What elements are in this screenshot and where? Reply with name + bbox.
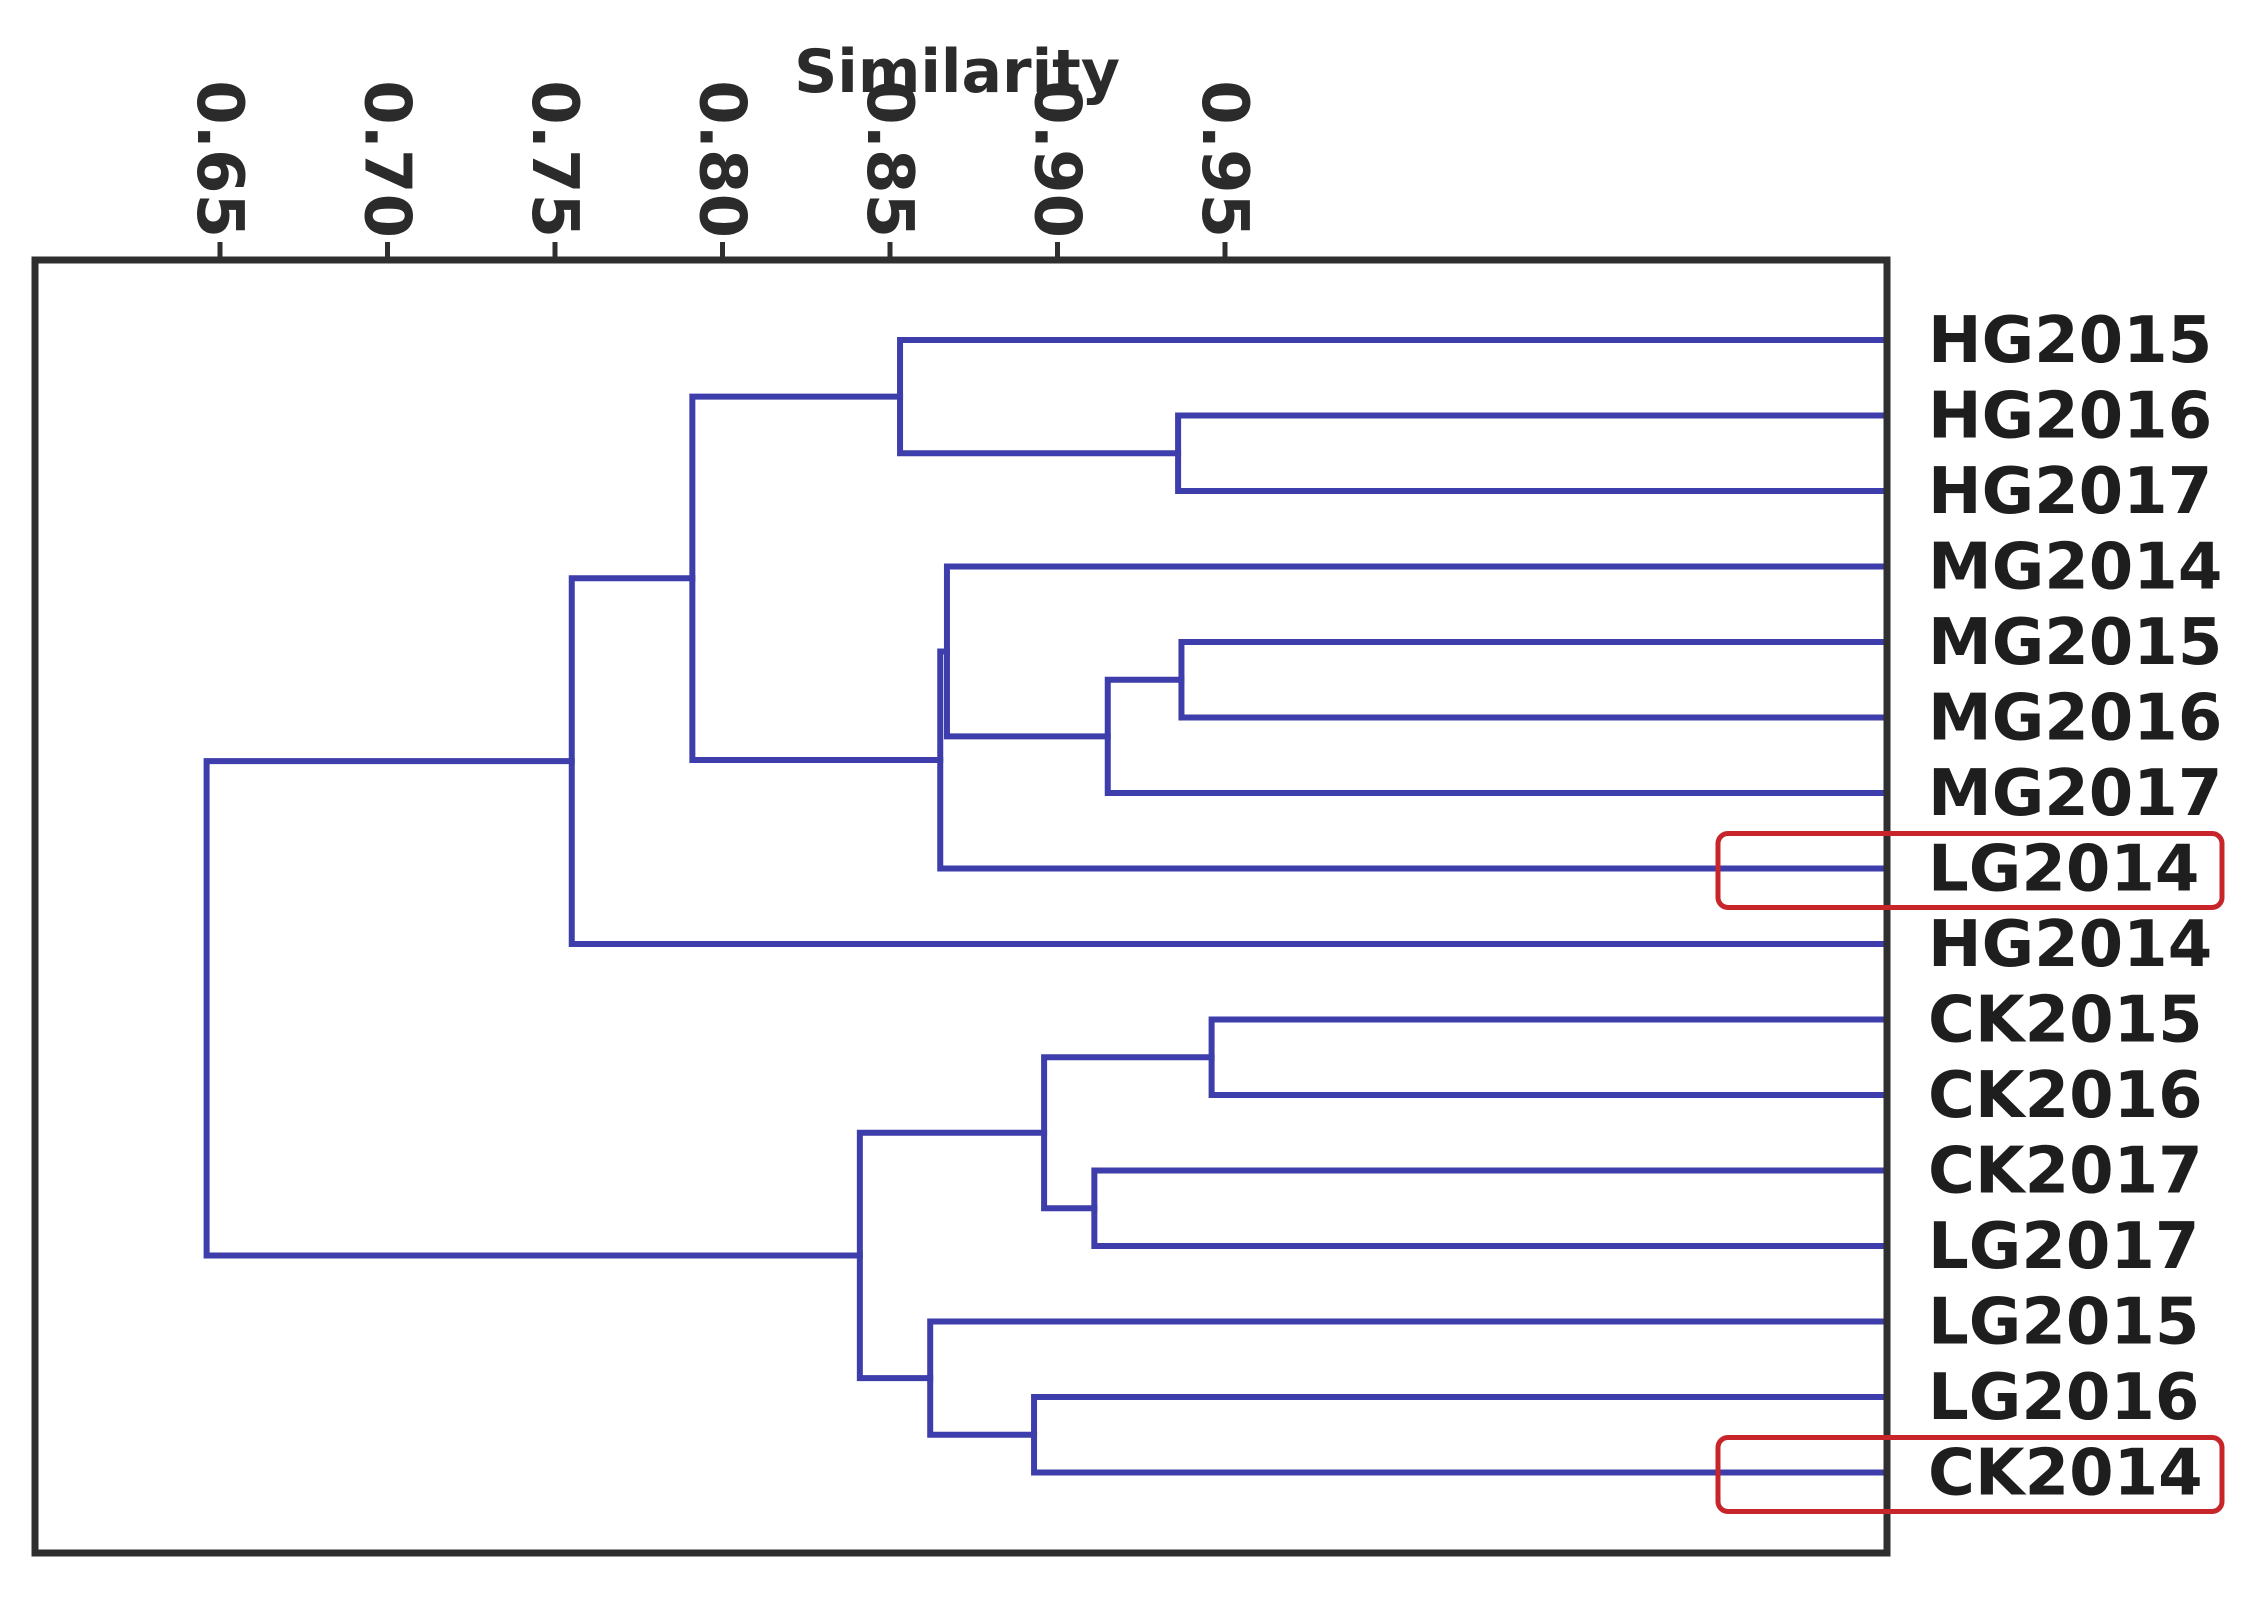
axis-ticks: 0.65 0.70 0.75 0.80 0.85 0.90 0.95 — [182, 80, 1261, 260]
leaf-label-ck2017: CK2017 — [1928, 1135, 2203, 1209]
x-tick-label-5: 0.90 — [1020, 80, 1094, 238]
x-tick-label-0: 0.65 — [182, 80, 256, 238]
highlight-box-lg2014 — [1715, 831, 2225, 910]
leaf-label-lg2014: LG2014 — [1928, 833, 2199, 907]
leaf-label-ck2016: CK2016 — [1928, 1059, 2203, 1133]
leaf-label-hg2014: HG2014 — [1928, 908, 2212, 982]
leaf-label-lg2017: LG2017 — [1928, 1210, 2199, 1284]
branch-merge-1 — [1178, 639, 1890, 721]
branch-merge-8 — [897, 337, 1890, 457]
dendrogram-branches — [203, 337, 1890, 1476]
branch-merge-3 — [1091, 1167, 1890, 1249]
leaf-label-mg2014: MG2014 — [1928, 531, 2222, 605]
branch-merge-2 — [1208, 1016, 1890, 1098]
x-axis-title: Similarity — [794, 37, 1120, 107]
branch-merge-13 — [856, 1129, 1048, 1382]
leaf-label-hg2015: HG2015 — [1928, 304, 2212, 378]
leaf-label-lg2015: LG2015 — [1928, 1286, 2199, 1360]
leaf-label-ck2015: CK2015 — [1928, 984, 2203, 1058]
branch-merge-0 — [1175, 412, 1890, 494]
leaf-label-ck2014: CK2014 — [1928, 1437, 2203, 1511]
leaf-label-hg2017: HG2017 — [1928, 455, 2212, 529]
branch-merge-6 — [943, 563, 1890, 740]
leaf-label-hg2016: HG2016 — [1928, 380, 2212, 454]
branch-merge-12 — [927, 1318, 1890, 1438]
x-tick-label-4: 0.85 — [852, 80, 926, 238]
leaf-label-mg2017: MG2017 — [1928, 757, 2222, 831]
x-tick-label-2: 0.75 — [517, 80, 591, 238]
leaf-labels: HG2015HG2016HG2017MG2014MG2015MG2016MG20… — [1928, 304, 2222, 1511]
highlight-boxes — [1715, 831, 2225, 1514]
highlight-box-ck2014 — [1715, 1435, 2225, 1514]
branch-merge-4 — [1031, 1394, 1890, 1476]
x-tick-label-1: 0.70 — [350, 80, 424, 238]
x-tick-label-6: 0.95 — [1187, 80, 1261, 238]
branch-merge-5 — [1104, 676, 1890, 796]
leaf-label-mg2016: MG2016 — [1928, 682, 2222, 756]
branch-merge-14 — [203, 758, 863, 1259]
branch-merge-11 — [1041, 1054, 1215, 1212]
leaf-label-mg2015: MG2015 — [1928, 606, 2222, 680]
leaf-label-lg2016: LG2016 — [1928, 1361, 2199, 1435]
x-tick-label-3: 0.80 — [685, 80, 759, 238]
